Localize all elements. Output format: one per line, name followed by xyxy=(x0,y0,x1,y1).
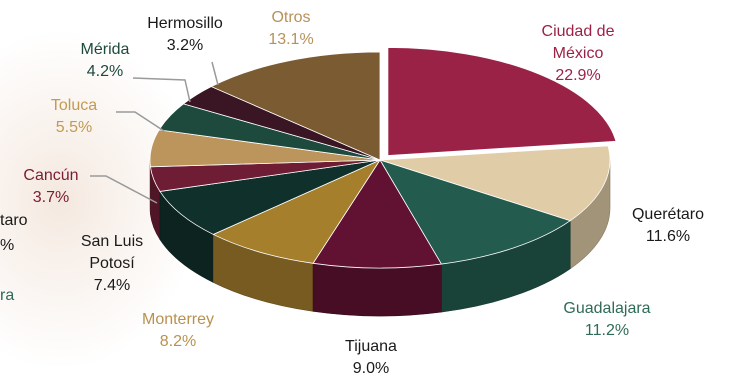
leader-line-cancun xyxy=(90,175,158,204)
name-label-merida: Mérida xyxy=(81,41,130,58)
leader-line-hermosillo xyxy=(211,61,219,86)
name-label-san-luis-potosi: Potosí xyxy=(89,255,135,272)
name-label-ciudad-de-mexico: México xyxy=(553,45,604,62)
pct-label-queretaro: 11.6% xyxy=(646,228,690,245)
name-label-hermosillo: Hermosillo xyxy=(147,15,223,32)
pct-label-toluca: 5.5% xyxy=(56,119,92,136)
pct-label-monterrey: 8.2% xyxy=(160,333,196,350)
leader-lines xyxy=(90,61,219,204)
name-label-toluca: Toluca xyxy=(51,97,97,114)
slice-labels: Ciudad de México 22.9% Querétaro 11.6% Guadal… xyxy=(23,9,704,377)
pct-label-hermosillo: 3.2% xyxy=(167,37,203,54)
slice-san-luis-potosi xyxy=(159,159,381,235)
pct-label-otros: 13.1% xyxy=(268,31,313,48)
cropped-label-3: ra xyxy=(0,287,14,304)
slice-otros xyxy=(210,51,381,161)
pct-label-guadalajara: 11.2% xyxy=(585,322,629,339)
slice-ciudad-de-mexico xyxy=(387,47,617,156)
name-label-otros: Otros xyxy=(271,9,310,26)
slice-monterrey xyxy=(212,159,382,264)
name-label-monterrey: Monterrey xyxy=(142,311,214,328)
watermark-background xyxy=(0,30,200,370)
leader-line-toluca xyxy=(116,111,165,132)
name-label-san-luis-potosi: San Luis xyxy=(81,233,143,250)
pie-slices xyxy=(149,47,617,317)
pct-label-ciudad-de-mexico: 22.9% xyxy=(555,67,600,84)
name-label-guadalajara: Guadalajara xyxy=(563,300,650,317)
cropped-labels: taro% ra xyxy=(0,212,28,304)
cropped-label-1: taro xyxy=(0,212,28,229)
slice-side-tijuana xyxy=(312,262,442,317)
leader-line-merida xyxy=(132,77,191,103)
slice-queretaro xyxy=(379,145,611,222)
name-label-cancun: Cancún xyxy=(23,167,78,184)
pct-label-cancun: 3.7% xyxy=(33,189,69,206)
name-label-ciudad-de-mexico: Ciudad de xyxy=(542,23,615,40)
slice-tijuana xyxy=(312,159,443,269)
pct-label-tijuana: 9.0% xyxy=(353,360,389,377)
cropped-label-2: % xyxy=(0,237,14,254)
slice-guadalajara xyxy=(379,159,572,265)
pct-label-merida: 4.2% xyxy=(87,63,123,80)
name-label-tijuana: Tijuana xyxy=(345,338,397,355)
name-label-queretaro: Querétaro xyxy=(632,206,704,223)
pct-label-san-luis-potosi: 7.4% xyxy=(94,277,130,294)
